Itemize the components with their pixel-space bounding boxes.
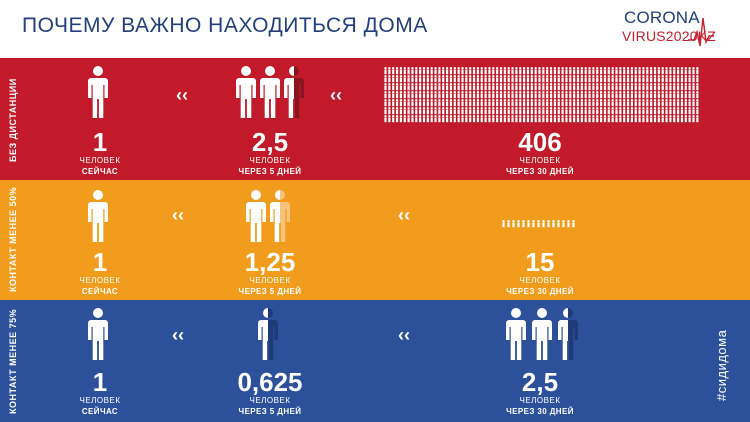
person-icon	[236, 66, 256, 118]
person-icon	[260, 66, 280, 118]
chevron-left-icon: ‹‹	[176, 85, 188, 105]
count-time: ЧЕРЕЗ 30 ДНЕЙ	[506, 167, 574, 176]
person-icon	[88, 308, 108, 360]
logo-bottom-text: VIRUS2020KZ	[622, 28, 717, 44]
header: ПОЧЕМУ ВАЖНО НАХОДИТЬСЯ ДОМА CORONA VIRU…	[0, 0, 750, 58]
chevron-left-icon: ‹‹	[172, 205, 184, 225]
row-label: БЕЗ ДИСТАНЦИИ	[8, 78, 18, 162]
row-label: КОНТАКТ МЕНЕЕ 50%	[8, 186, 18, 292]
person-icon	[88, 66, 108, 118]
chevron-left-icon: ‹‹	[398, 205, 410, 225]
count-time: СЕЙЧАС	[81, 167, 119, 176]
hashtag: #сидидома	[714, 329, 729, 401]
row-no-distance: БЕЗ ДИСТАНЦИИ 1 ЧЕЛОВЕК СЕЙЧАС ‹‹ 2,5 ЧЕ…	[0, 58, 750, 180]
count-time: ЧЕРЕЗ 5 ДНЕЙ	[238, 167, 302, 176]
col-now: 1 ЧЕЛОВЕК СЕЙЧАС	[60, 128, 140, 177]
crowd-icon	[384, 67, 699, 123]
col-5-days: 1,25 ЧЕЛОВЕК ЧЕРЕЗ 5 ДНЕЙ	[220, 248, 320, 297]
col-30-days: 406 ЧЕЛОВЕК ЧЕРЕЗ 30 ДНЕЙ	[490, 128, 590, 177]
count-unit: ЧЕЛОВЕК	[519, 396, 561, 405]
count-number: 1	[92, 247, 108, 277]
person-icon	[246, 190, 266, 242]
small-crowd-icon	[502, 220, 575, 228]
count-number: 406	[518, 127, 562, 157]
count-unit: ЧЕЛОВЕК	[249, 396, 291, 405]
count-number: 1	[92, 127, 108, 157]
quarter-person-icon	[270, 190, 290, 242]
logo-top-text: CORONA	[624, 8, 700, 27]
count-number: 15	[525, 247, 555, 277]
chevron-left-icon: ‹‹	[330, 85, 342, 105]
count-unit: ЧЕЛОВЕК	[519, 156, 561, 165]
page-title: ПОЧЕМУ ВАЖНО НАХОДИТЬСЯ ДОМА	[22, 14, 428, 37]
count-number: 1,25	[244, 247, 296, 277]
person-icon	[532, 308, 552, 360]
count-number: 2,5	[521, 367, 559, 397]
half-person-icon	[284, 66, 304, 118]
count-unit: ЧЕЛОВЕК	[519, 276, 561, 285]
count-number: 1	[92, 367, 108, 397]
count-time: СЕЙЧАС	[81, 287, 119, 296]
count-time: СЕЙЧАС	[81, 407, 119, 416]
row-contact-75: КОНТАКТ МЕНЕЕ 75% 1 ЧЕЛОВЕК СЕЙЧАС ‹‹ 0,…	[0, 300, 750, 422]
count-time: ЧЕРЕЗ 30 ДНЕЙ	[506, 407, 574, 416]
col-now: 1 ЧЕЛОВЕК СЕЙЧАС	[60, 368, 140, 417]
count-unit: ЧЕЛОВЕК	[79, 276, 121, 285]
logo: CORONA VIRUS2020KZ	[620, 8, 740, 50]
col-5-days: 2,5 ЧЕЛОВЕК ЧЕРЕЗ 5 ДНЕЙ	[220, 128, 320, 177]
pulse-icon	[688, 17, 714, 47]
row-label: КОНТАКТ МЕНЕЕ 75%	[8, 308, 18, 414]
row-contact-50: КОНТАКТ МЕНЕЕ 50% 1 ЧЕЛОВЕК СЕЙЧАС ‹‹ 1,…	[0, 180, 750, 300]
partial-person-icon	[258, 308, 278, 360]
chevron-left-icon: ‹‹	[398, 325, 410, 345]
count-unit: ЧЕЛОВЕК	[79, 156, 121, 165]
count-unit: ЧЕЛОВЕК	[249, 156, 291, 165]
count-time: ЧЕРЕЗ 5 ДНЕЙ	[238, 407, 302, 416]
person-icon	[506, 308, 526, 360]
count-unit: ЧЕЛОВЕК	[249, 276, 291, 285]
count-time: ЧЕРЕЗ 30 ДНЕЙ	[506, 287, 574, 296]
chevron-left-icon: ‹‹	[172, 325, 184, 345]
count-number: 0,625	[237, 367, 303, 397]
col-30-days: 2,5 ЧЕЛОВЕК ЧЕРЕЗ 30 ДНЕЙ	[490, 368, 590, 417]
half-person-icon	[558, 308, 578, 360]
person-icon	[88, 190, 108, 242]
col-5-days: 0,625 ЧЕЛОВЕК ЧЕРЕЗ 5 ДНЕЙ	[210, 368, 330, 417]
count-number: 2,5	[251, 127, 289, 157]
count-time: ЧЕРЕЗ 5 ДНЕЙ	[238, 287, 302, 296]
col-30-days: 15 ЧЕЛОВЕК ЧЕРЕЗ 30 ДНЕЙ	[490, 248, 590, 297]
col-now: 1 ЧЕЛОВЕК СЕЙЧАС	[60, 248, 140, 297]
count-unit: ЧЕЛОВЕК	[79, 396, 121, 405]
